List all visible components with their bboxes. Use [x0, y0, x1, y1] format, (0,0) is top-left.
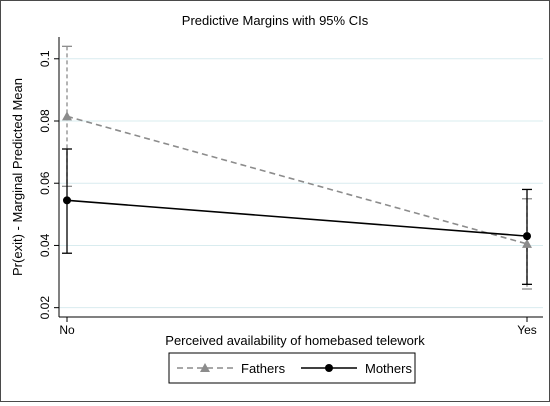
- series-lines: [66, 115, 528, 245]
- mothers-point: [63, 196, 71, 205]
- legend-mothers-label: Mothers: [365, 361, 412, 376]
- mothers-series-line: [66, 199, 528, 237]
- chart-title: Predictive Margins with 95% CIs: [182, 13, 369, 28]
- y-tick-label: 0.1: [38, 50, 52, 67]
- fathers-point: [522, 238, 532, 248]
- grid-lines: [59, 58, 543, 309]
- y-tick-label: 0.06: [38, 171, 52, 195]
- plot-area: [59, 37, 543, 317]
- legend-mothers-marker: [325, 364, 333, 372]
- legend-fathers-marker: [200, 363, 210, 372]
- mothers-point: [523, 232, 531, 241]
- series-markers: [62, 111, 532, 248]
- y-tick-label: 0.02: [38, 296, 52, 320]
- y-tick-label: 0.04: [38, 233, 52, 257]
- y-axis-label: Pr(exit) - Marginal Predicted Mean: [10, 78, 25, 276]
- legend-fathers-label: Fathers: [241, 361, 286, 376]
- x-axis-label: Perceived availability of homebased tele…: [165, 333, 425, 348]
- fathers-point: [62, 111, 72, 121]
- x-tick-label: No: [59, 323, 75, 337]
- y-tick-label: 0.08: [38, 109, 52, 133]
- legend-items: Fathers Mothers: [177, 361, 412, 376]
- axes: 0.02 0.04 0.06 0.08 0.1 No Yes: [38, 37, 543, 337]
- legend: Fathers Mothers: [168, 352, 416, 384]
- x-tick-label: Yes: [517, 323, 537, 337]
